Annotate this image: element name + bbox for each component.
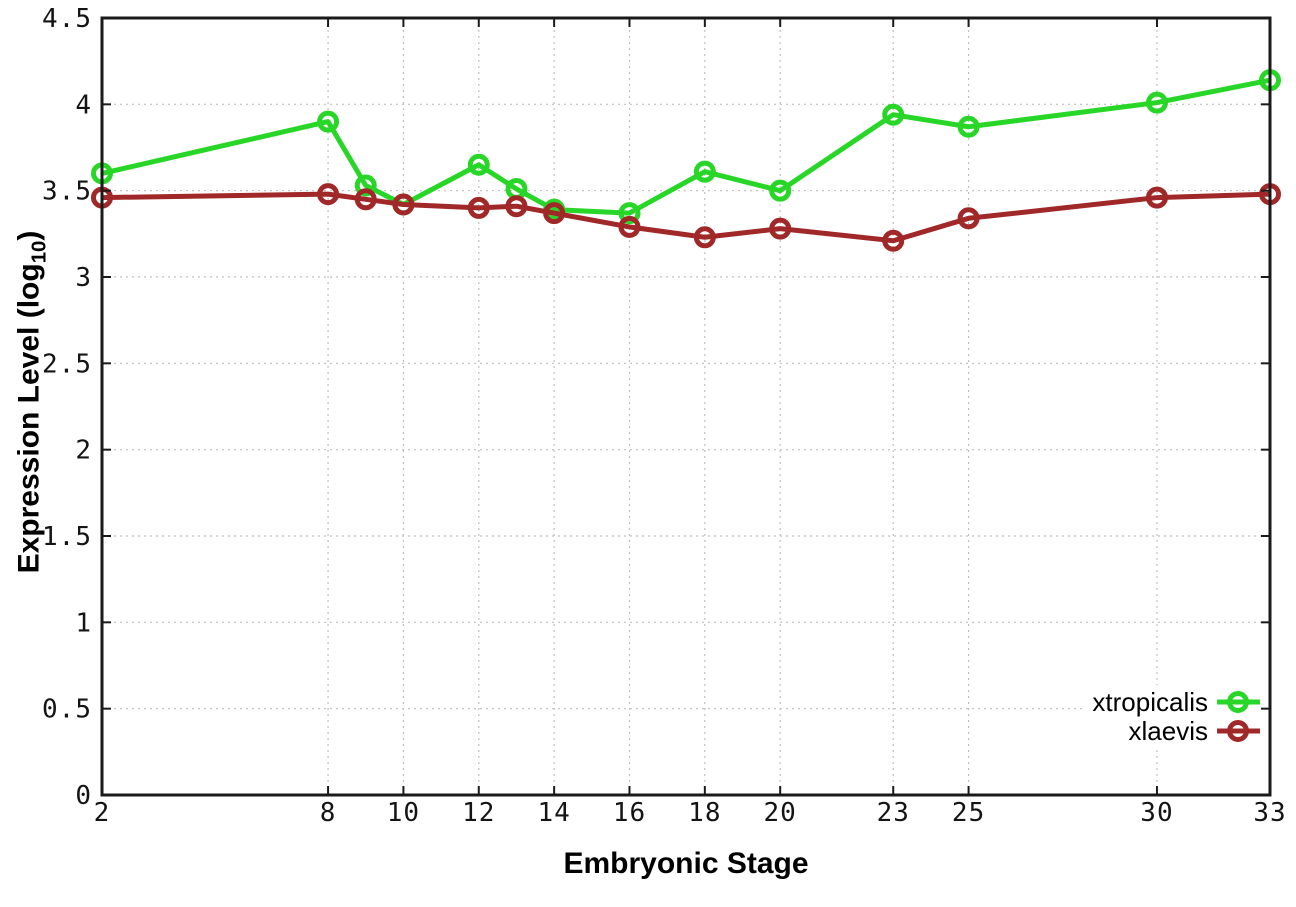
legend-sample-marker-xlaevis [1227,720,1249,742]
legend-label-xlaevis: xlaevis [1129,716,1208,746]
data-point-xlaevis [1145,186,1168,209]
y-tick-label: 1 [75,608,92,638]
data-point-xtropicalis [354,174,377,197]
data-point-xtropicalis [317,110,340,133]
data-point-xlaevis [882,229,905,252]
y-tick-label: 3 [75,263,92,293]
data-point-xlaevis [505,195,528,218]
y-axis-title-suffix: ) [12,230,46,241]
legend-sample-marker-xtropicalis [1227,691,1249,713]
y-tick-label: 2.5 [42,349,92,379]
data-point-xlaevis [392,193,415,216]
x-tick-label: 33 [1253,798,1286,828]
x-tick-label: 14 [537,798,570,828]
data-point-xtropicalis [957,115,980,138]
x-axis-title: Embryonic Stage [563,847,809,880]
x-tick-label: 2 [94,798,111,828]
x-tick-label: 10 [387,798,420,828]
data-point-xlaevis [543,202,566,225]
data-point-xtropicalis [882,103,905,126]
x-tick-label: 20 [764,798,797,828]
y-tick-label: 3.5 [42,177,92,207]
data-point-xlaevis [467,196,490,219]
x-tick-label: 18 [688,798,721,828]
y-axis-title-subscript: 10 [28,240,51,264]
data-point-xlaevis [693,226,716,249]
y-tick-label: 1.5 [42,522,92,552]
x-tick-label: 23 [877,798,910,828]
x-tick-label: 8 [320,798,337,828]
x-tick-label: 25 [952,798,985,828]
y-tick-label: 2 [75,436,92,466]
y-tick-label: 0.5 [42,695,92,725]
data-point-xlaevis [354,188,377,211]
data-point-xtropicalis [693,160,716,183]
data-point-xtropicalis [769,179,792,202]
data-point-xtropicalis [618,202,641,225]
data-point-xlaevis [957,207,980,230]
y-axis-title: Expression Level (log10) [13,231,52,574]
y-tick-label: 0 [75,781,92,811]
legend-label-xtropicalis: xtropicalis [1092,687,1208,717]
y-tick-label: 4.5 [42,4,92,34]
y-axis-title-text: Expression Level (log [12,263,46,574]
plot-border [100,16,1272,797]
data-point-xlaevis [317,183,340,206]
data-point-xlaevis [769,217,792,240]
y-tick-label: 4 [75,90,92,120]
data-point-xtropicalis [467,153,490,176]
data-point-xtropicalis [1145,91,1168,114]
series-line-xlaevis [101,191,1271,244]
x-tick-label: 30 [1140,798,1173,828]
x-tick-label: 16 [613,798,646,828]
x-tick-label: 12 [462,798,495,828]
data-point-xlaevis [618,215,641,238]
